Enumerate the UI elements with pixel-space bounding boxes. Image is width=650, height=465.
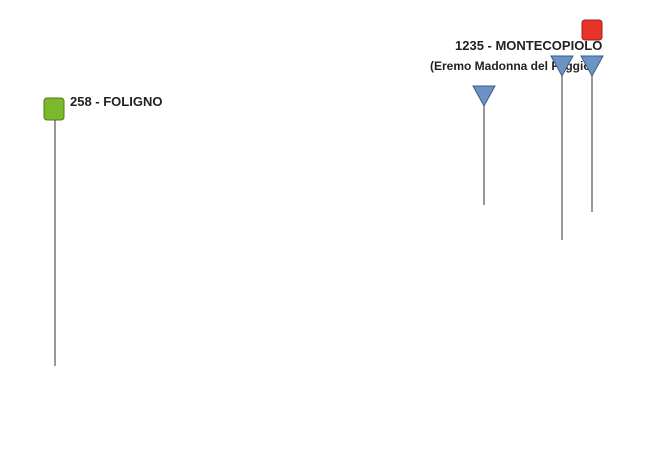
- finish-label: 1235 - MONTECOPIOLO: [455, 38, 602, 53]
- start-label: 258 - FOLIGNO: [70, 94, 162, 109]
- finish-sublabel: (Eremo Madonna del Faggio): [430, 59, 595, 73]
- start-icon: [43, 97, 65, 121]
- finish-icon: [581, 19, 603, 41]
- gpm-markers: [472, 55, 604, 240]
